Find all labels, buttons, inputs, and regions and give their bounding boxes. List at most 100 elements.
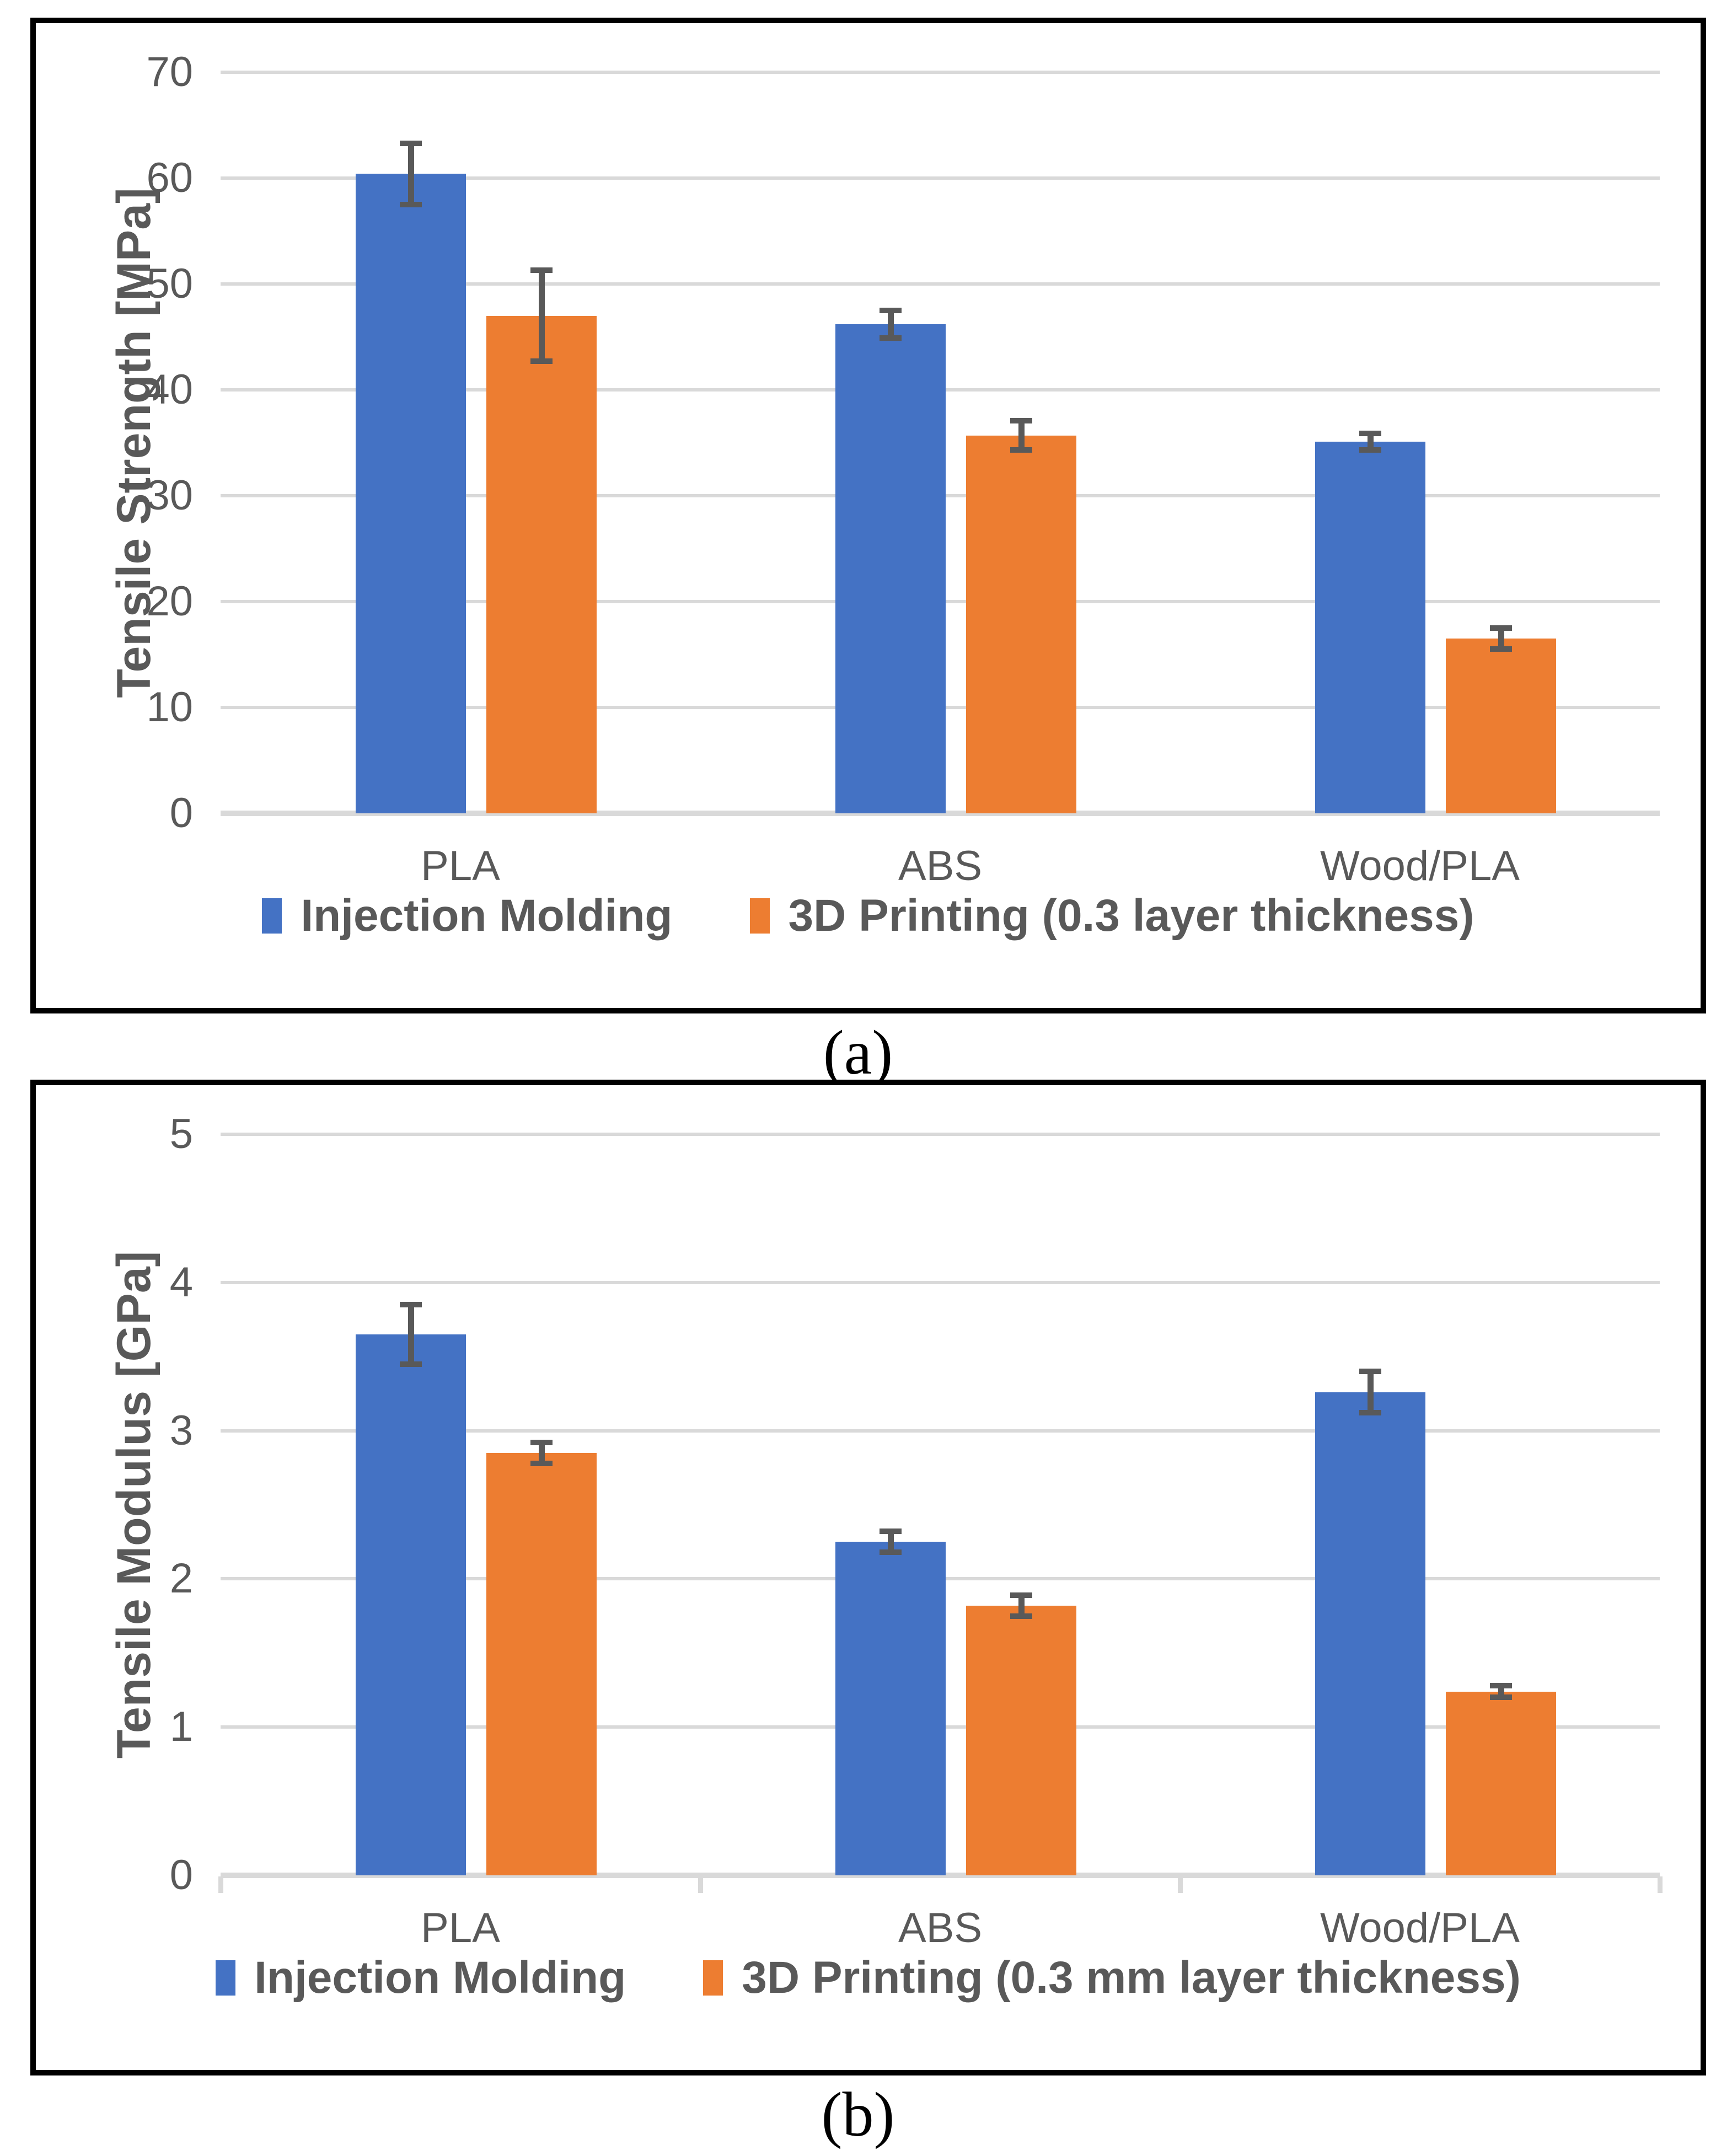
- error-bar-line: [407, 143, 414, 205]
- error-bar-cap-top: [1490, 625, 1512, 631]
- y-tick-label: 30: [146, 472, 193, 519]
- error-bar-line: [1498, 628, 1504, 650]
- bar-3d-printing-0-3-mm-layer-thickness--abs: [966, 1605, 1076, 1875]
- legend-entry-3d-printing: 3D Printing (0.3 layer thickness): [749, 891, 1474, 941]
- error-bar-cap-bottom: [530, 358, 553, 364]
- error-bar-cap-top: [880, 1528, 902, 1535]
- error-bar-line: [538, 1442, 545, 1463]
- bar-injection-molding-pla: [356, 1334, 466, 1875]
- category-axis-tick: [698, 1876, 703, 1893]
- legend-entry-injection-molding: Injection Molding: [216, 1955, 626, 2001]
- y-tick-label: 0: [169, 790, 193, 836]
- legend-swatch-injection-molding: [262, 898, 282, 934]
- category-axis-tick: [1658, 1876, 1663, 1893]
- legend-label-3d-printing: 3D Printing (0.3 layer thickness): [788, 891, 1474, 941]
- category-label: ABS: [898, 843, 983, 889]
- gridline: [221, 282, 1660, 286]
- category-axis-tick: [1178, 1876, 1183, 1893]
- y-tick-label: 3: [169, 1407, 193, 1454]
- legend-label-3d-printing: 3D Printing (0.3 mm layer thickness): [742, 1953, 1521, 2003]
- error-bar-cap-bottom: [530, 1460, 553, 1466]
- chart-panel-a: Tensile Strength [MPa] 0 10 20 30 40 50 60 70 PL…: [30, 18, 1706, 1013]
- category-label: ABS: [898, 1905, 983, 1951]
- error-bar-cap-top: [1490, 1682, 1512, 1688]
- legend-swatch-injection-molding: [216, 1960, 236, 1996]
- error-bar-cap-bottom: [400, 202, 422, 207]
- y-tick-label: 70: [146, 49, 193, 95]
- error-bar-cap-top: [400, 140, 422, 146]
- x-axis-line: [221, 1873, 1660, 1878]
- y-tick-label: 2: [169, 1555, 193, 1602]
- error-bar-line: [1367, 433, 1374, 450]
- bar-3d-printing-0-3-mm-layer-thickness--pla: [486, 1452, 597, 1875]
- error-bar-line: [887, 1531, 894, 1552]
- legend-label-injection-molding: Injection Molding: [301, 891, 673, 941]
- error-bar-cap-top: [400, 1302, 422, 1308]
- error-bar-cap-bottom: [1010, 447, 1032, 453]
- error-bar-line: [1498, 1685, 1504, 1698]
- error-bar-cap-bottom: [1359, 447, 1381, 453]
- error-bar-cap-top: [880, 308, 902, 313]
- category-label: PLA: [421, 1905, 500, 1951]
- legend-swatch-3d-printing: [749, 898, 770, 934]
- gridline: [221, 1133, 1660, 1136]
- bar-injection-molding-abs: [835, 324, 946, 813]
- bar-injection-molding-abs: [835, 1542, 946, 1875]
- error-bar-line: [1018, 420, 1025, 450]
- x-axis-line: [221, 811, 1660, 816]
- legend-label-injection-molding: Injection Molding: [254, 1953, 626, 2003]
- error-bar-cap-top: [1359, 1369, 1381, 1375]
- category-label: PLA: [421, 843, 500, 889]
- y-tick-label: 1: [169, 1703, 193, 1751]
- error-bar-line: [887, 310, 894, 338]
- error-bar-cap-top: [530, 1440, 553, 1446]
- error-bar-cap-top: [1010, 1592, 1032, 1598]
- error-bar-cap-bottom: [880, 335, 902, 341]
- y-tick-label: 10: [146, 684, 193, 731]
- category-label: Wood/PLA: [1320, 1905, 1520, 1951]
- legend-swatch-3d-printing: [703, 1960, 723, 1996]
- chart-panel-b: Tensile Modulus [GPa] 0 1 2 3 4 5 PLA ABS Wood/P…: [30, 1080, 1706, 2075]
- gridline: [221, 71, 1660, 74]
- gridline: [221, 176, 1660, 180]
- plot-area-b: 0 1 2 3 4 5 PLA ABS Wood/PLA: [170, 1113, 1663, 1949]
- bar-injection-molding-wood-pla: [1315, 1392, 1425, 1875]
- y-tick-label: 40: [146, 366, 193, 413]
- error-bar-cap-bottom: [1359, 1410, 1381, 1416]
- bar-3d-printing-0-3-layer-thickness--abs: [966, 435, 1076, 813]
- category-label: Wood/PLA: [1320, 843, 1520, 889]
- error-bar-cap-bottom: [400, 1361, 422, 1367]
- bar-injection-molding-wood-pla: [1315, 442, 1425, 813]
- error-bar-line: [1367, 1371, 1374, 1413]
- legend-b: Injection Molding 3D Printing (0.3 mm la…: [36, 1955, 1701, 2001]
- category-axis-tick: [218, 1876, 223, 1893]
- error-bar-cap-top: [1010, 417, 1032, 423]
- y-tick-label: 50: [146, 260, 193, 307]
- error-bar-cap-bottom: [1010, 1613, 1032, 1619]
- error-bar-line: [1018, 1595, 1025, 1616]
- plot-area-a: 0 10 20 30 40 50 60 70 PLA ABS Wood/PLA: [146, 51, 1660, 887]
- error-bar-cap-top: [1359, 430, 1381, 436]
- caption-b: (b): [821, 2079, 895, 2149]
- error-bar-cap-bottom: [1490, 1694, 1512, 1701]
- error-bar-cap-top: [530, 267, 553, 273]
- caption-a: (a): [823, 1017, 893, 1087]
- bar-3d-printing-0-3-mm-layer-thickness--wood-pla: [1446, 1691, 1556, 1875]
- y-tick-label: 0: [169, 1852, 193, 1898]
- bar-3d-printing-0-3-layer-thickness--pla: [486, 315, 597, 813]
- bar-injection-molding-pla: [356, 174, 466, 813]
- y-axis-title: Tensile Modulus [GPa]: [108, 1251, 160, 1759]
- legend-a: Injection Molding 3D Printing (0.3 layer…: [36, 893, 1701, 938]
- legend-entry-3d-printing: 3D Printing (0.3 mm layer thickness): [703, 1955, 1521, 2001]
- error-bar-cap-bottom: [1490, 646, 1512, 652]
- y-tick-label: 4: [169, 1258, 193, 1306]
- error-bar-cap-bottom: [880, 1549, 902, 1556]
- bar-3d-printing-0-3-layer-thickness--wood-pla: [1446, 639, 1556, 813]
- error-bar-line: [407, 1305, 414, 1364]
- gridline: [221, 1280, 1660, 1284]
- error-bar-line: [538, 270, 545, 362]
- y-tick-label: 60: [146, 154, 193, 201]
- gridline: [221, 1429, 1660, 1433]
- y-tick-label: 5: [169, 1111, 193, 1157]
